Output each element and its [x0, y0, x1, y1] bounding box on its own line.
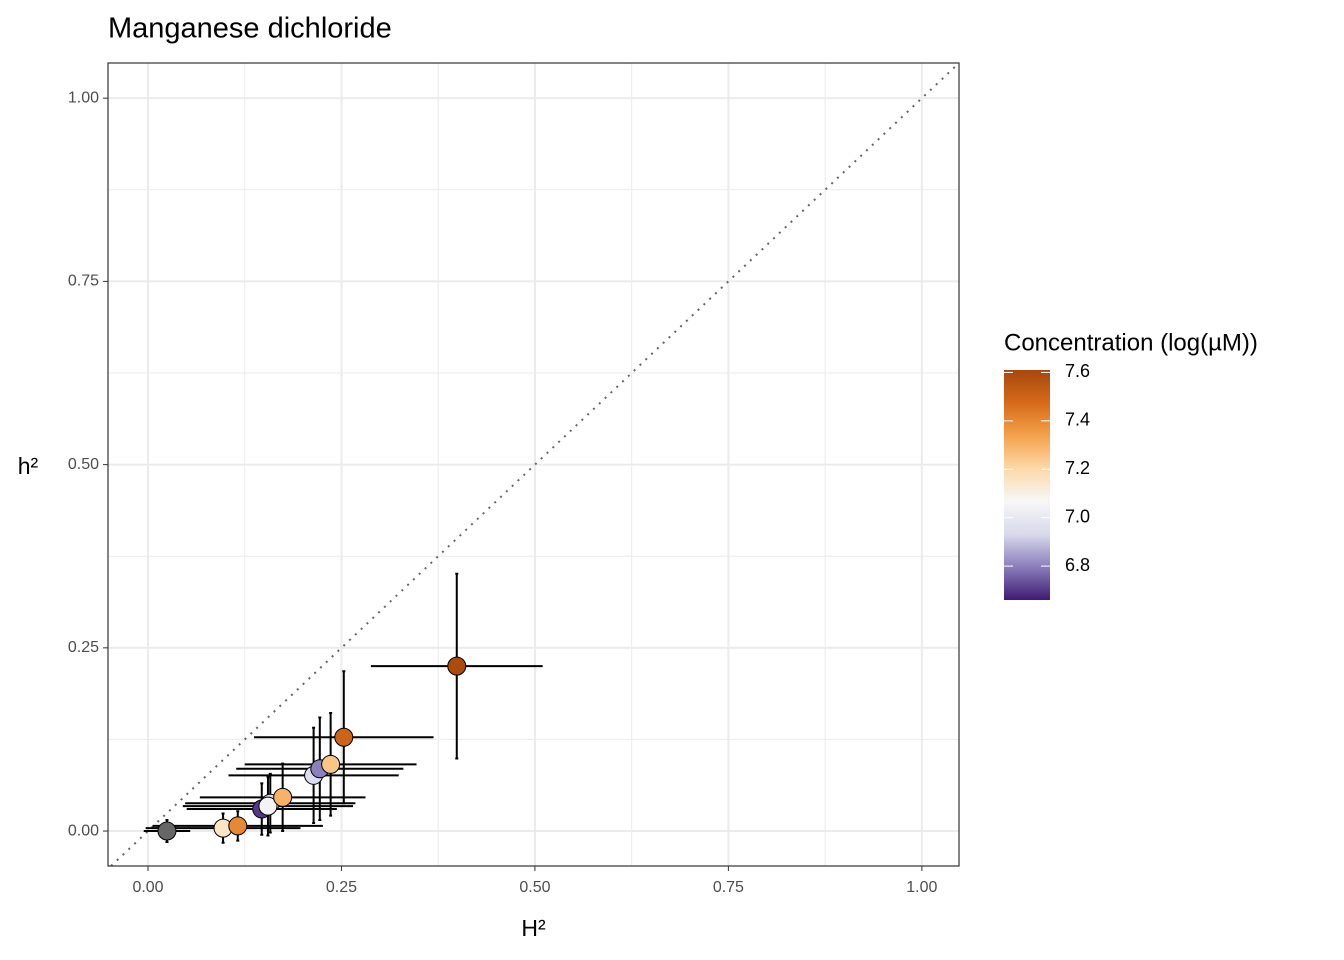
x-tick-label: 0.00	[132, 879, 163, 896]
colorbar-tick-label: 7.2	[1065, 458, 1090, 478]
colorbar-tick-label: 7.4	[1065, 410, 1090, 430]
point	[258, 796, 278, 816]
y-tick-label: 0.25	[68, 639, 99, 656]
panel-border	[107, 62, 960, 867]
x-tick-label: 0.50	[519, 879, 550, 896]
legend-title: Concentration (log(µM))	[1004, 329, 1258, 356]
colorbar-tick-label: 6.8	[1065, 555, 1090, 575]
point	[273, 787, 293, 807]
point	[321, 754, 341, 774]
point	[228, 816, 248, 836]
colorbar-tick-label: 7.6	[1065, 361, 1090, 381]
x-tick-label: 1.00	[906, 879, 937, 896]
point	[447, 656, 467, 676]
x-axis-title: H²	[521, 915, 546, 941]
y-tick-label: 0.50	[68, 456, 99, 473]
colorbar	[1004, 370, 1050, 600]
y-tick-label: 0.75	[68, 273, 99, 290]
point	[157, 821, 177, 841]
y-tick-label: 1.00	[68, 89, 99, 106]
point	[334, 727, 354, 747]
x-tick-label: 0.25	[326, 879, 357, 896]
x-tick-label: 0.75	[713, 879, 744, 896]
y-tick-label: 0.00	[68, 822, 99, 839]
y-axis-title: h²	[18, 453, 39, 479]
panel	[110, 63, 959, 866]
chart-title: Manganese dichloride	[108, 13, 392, 45]
colorbar-tick-label: 7.0	[1065, 506, 1090, 526]
